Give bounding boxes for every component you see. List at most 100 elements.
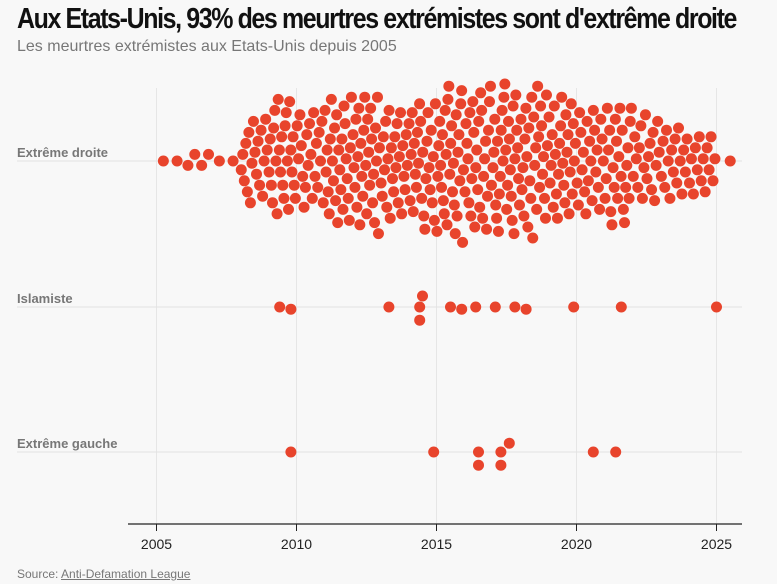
data-point <box>238 175 250 187</box>
data-point <box>520 102 532 114</box>
data-point <box>327 175 339 187</box>
data-point <box>572 199 584 211</box>
data-point <box>285 144 297 156</box>
data-point <box>639 109 651 121</box>
data-point <box>515 113 527 125</box>
data-point <box>284 96 296 108</box>
data-point <box>629 131 641 143</box>
data-point <box>472 184 484 196</box>
data-point <box>503 133 515 145</box>
data-point <box>456 303 468 315</box>
series-1 <box>274 290 722 326</box>
data-point <box>348 162 360 174</box>
data-point <box>610 446 622 458</box>
data-point <box>534 181 546 193</box>
data-point <box>404 195 416 207</box>
data-point <box>617 203 629 215</box>
data-point <box>304 118 316 130</box>
data-point <box>261 144 273 156</box>
data-point <box>479 153 491 165</box>
data-point <box>275 166 287 178</box>
data-point <box>546 129 558 141</box>
data-point <box>674 155 686 167</box>
data-point <box>517 162 529 174</box>
data-point <box>445 301 456 313</box>
chart-subtitle: Les meurtres extrémistes aux Etats-Unis … <box>17 38 397 55</box>
data-point <box>376 190 388 202</box>
data-point <box>509 153 521 165</box>
data-point <box>372 228 384 240</box>
data-point <box>268 122 280 134</box>
data-point <box>575 126 587 138</box>
data-point <box>246 157 258 169</box>
data-point <box>709 153 721 165</box>
data-point <box>474 201 486 213</box>
data-point <box>627 170 639 182</box>
data-point <box>599 192 611 204</box>
data-point <box>422 107 434 119</box>
data-point <box>485 179 497 191</box>
data-point <box>417 290 428 302</box>
data-point <box>235 164 247 176</box>
data-point <box>496 104 508 116</box>
x-tick-label: 2025 <box>701 536 732 552</box>
data-point <box>273 144 285 156</box>
data-point <box>352 151 364 163</box>
data-point <box>561 146 573 158</box>
data-point <box>316 115 328 127</box>
data-point <box>302 159 314 171</box>
data-point <box>274 301 286 313</box>
data-point <box>267 197 279 209</box>
data-point <box>264 133 276 145</box>
data-point <box>635 120 647 132</box>
data-point <box>488 146 500 158</box>
data-point <box>556 91 568 103</box>
data-point <box>295 140 307 152</box>
data-point <box>624 115 636 127</box>
data-point <box>395 107 407 119</box>
data-point <box>414 301 426 313</box>
row-label: Islamiste <box>17 291 73 306</box>
data-point <box>559 197 571 209</box>
data-point <box>540 89 552 101</box>
x-tick-label: 2005 <box>141 536 172 552</box>
data-point <box>213 155 225 167</box>
data-point <box>531 203 543 215</box>
data-point <box>611 135 623 147</box>
data-point <box>446 120 458 132</box>
data-point <box>313 126 325 138</box>
data-point <box>277 179 289 191</box>
data-point <box>428 446 440 458</box>
data-point <box>356 170 368 182</box>
data-point <box>652 115 664 127</box>
data-point <box>366 133 378 145</box>
data-point <box>469 221 481 233</box>
source-link[interactable]: Anti-Defamation League <box>61 567 191 581</box>
data-point <box>601 102 613 114</box>
data-point <box>400 129 412 141</box>
data-point <box>473 115 485 127</box>
data-point <box>693 131 705 143</box>
data-point <box>237 148 249 160</box>
data-point <box>315 155 327 167</box>
data-point <box>410 181 422 193</box>
data-point <box>490 199 502 211</box>
data-point <box>489 113 501 125</box>
data-point <box>557 157 569 169</box>
data-point <box>263 166 275 178</box>
data-point <box>526 91 538 103</box>
data-point <box>440 148 452 160</box>
data-point <box>473 446 484 458</box>
data-point <box>431 225 443 237</box>
data-point <box>662 155 674 167</box>
data-point <box>270 155 282 167</box>
data-point <box>581 115 593 127</box>
data-point <box>444 168 456 180</box>
data-point <box>502 179 514 191</box>
data-point <box>381 201 393 213</box>
data-point <box>492 225 504 237</box>
data-point <box>258 155 270 167</box>
data-point <box>596 133 608 145</box>
data-point <box>323 208 335 220</box>
data-point <box>518 210 530 222</box>
